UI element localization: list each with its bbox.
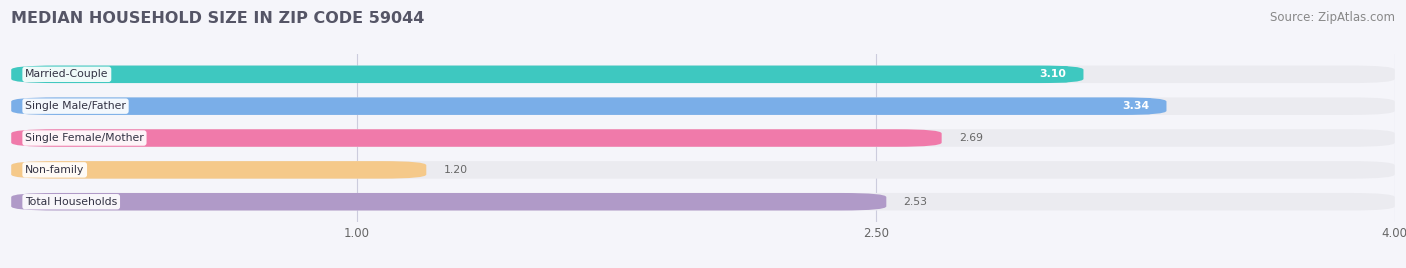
FancyBboxPatch shape (11, 66, 1395, 83)
FancyBboxPatch shape (11, 161, 1395, 179)
Text: Source: ZipAtlas.com: Source: ZipAtlas.com (1270, 11, 1395, 24)
FancyBboxPatch shape (11, 66, 1084, 83)
FancyBboxPatch shape (11, 129, 1395, 147)
FancyBboxPatch shape (11, 161, 426, 179)
FancyBboxPatch shape (11, 193, 1395, 210)
FancyBboxPatch shape (11, 129, 942, 147)
Text: Total Households: Total Households (25, 197, 117, 207)
Text: 2.69: 2.69 (959, 133, 983, 143)
Text: 3.34: 3.34 (1122, 101, 1149, 111)
Text: 3.10: 3.10 (1039, 69, 1066, 79)
Text: Single Male/Father: Single Male/Father (25, 101, 127, 111)
FancyBboxPatch shape (11, 97, 1167, 115)
Text: Married-Couple: Married-Couple (25, 69, 108, 79)
FancyBboxPatch shape (11, 193, 886, 210)
Text: Single Female/Mother: Single Female/Mother (25, 133, 143, 143)
Text: 2.53: 2.53 (904, 197, 928, 207)
Text: Non-family: Non-family (25, 165, 84, 175)
FancyBboxPatch shape (11, 97, 1395, 115)
Text: MEDIAN HOUSEHOLD SIZE IN ZIP CODE 59044: MEDIAN HOUSEHOLD SIZE IN ZIP CODE 59044 (11, 11, 425, 26)
Text: 1.20: 1.20 (444, 165, 468, 175)
